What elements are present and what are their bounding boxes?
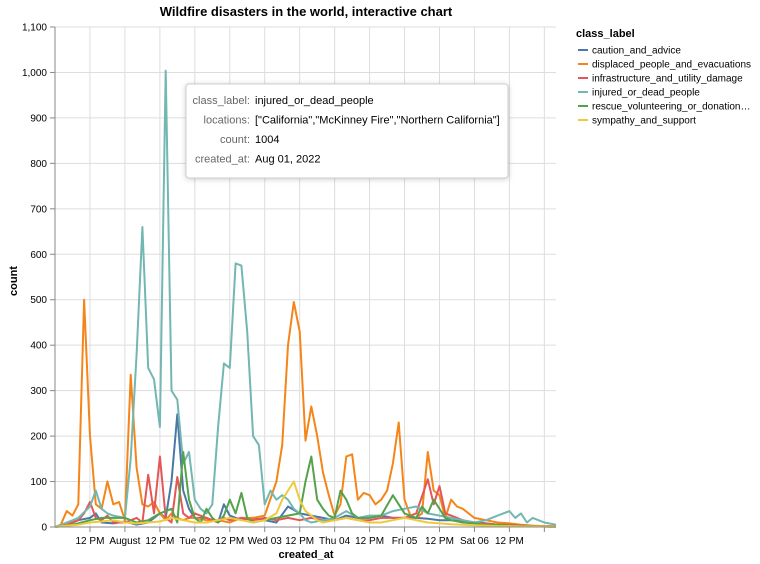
axes: 0 100 200 300 400 500 600 700 800 900 1,000 1,100 12… [22, 23, 556, 547]
x-tick-label: Tue 02 [179, 536, 210, 547]
y-tick-label: 300 [30, 386, 47, 397]
series-line-displaced-people-and-evacuations[interactable] [54, 298, 557, 528]
tooltip-key: created_at: [195, 154, 250, 166]
legend-label: displaced_people_and_evacuations [592, 60, 751, 71]
y-tick-label: 0 [41, 523, 47, 534]
tooltip-box [185, 83, 509, 179]
legend-title: class_label [576, 28, 635, 40]
y-tick-label: 800 [30, 159, 47, 170]
x-tick-label: Thu 04 [319, 536, 351, 547]
x-tick-label: Fri 05 [392, 536, 418, 547]
series-line-sympathy-and-support[interactable] [54, 480, 557, 528]
x-tick-label: 12 PM [425, 536, 454, 547]
legend-label: rescue_volunteering_or_donation… [592, 102, 750, 113]
legend-label: infrastructure_and_utility_damage [592, 74, 743, 85]
chart-title: Wildfire disasters in the world, interac… [160, 4, 453, 19]
x-tick-label: 12 PM [215, 536, 244, 547]
y-axis-title: count [8, 266, 20, 296]
legend-label: sympathy_and_support [592, 116, 696, 127]
x-tick-label: 12 PM [355, 536, 384, 547]
x-axis-title: created_at [278, 549, 333, 561]
tooltip-key: class_label: [193, 95, 250, 107]
y-tick-label: 700 [30, 204, 47, 215]
tooltip-key: locations: [204, 115, 250, 127]
tooltip-value: 1004 [255, 134, 279, 146]
x-tick-label: Wed 03 [248, 536, 283, 547]
series-lines[interactable] [54, 69, 557, 528]
tooltip-value: injured_or_dead_people [255, 95, 374, 107]
series-line-injured-or-dead-people[interactable] [54, 69, 557, 528]
legend: class_label caution_and_advice displaced_… [576, 28, 751, 127]
y-tick-label: 600 [30, 250, 47, 261]
x-tick-label: 12 PM [76, 536, 105, 547]
y-tick-label: 1,100 [22, 23, 47, 34]
y-tick-label: 1,000 [22, 68, 47, 79]
x-tick-label: 12 PM [145, 536, 174, 547]
x-tick-label: 12 PM [285, 536, 314, 547]
y-tick-label: 200 [30, 432, 47, 443]
legend-label: injured_or_dead_people [592, 88, 700, 99]
tooltip: class_label: injured_or_dead_peoplelocati… [185, 83, 509, 179]
x-tick-label: 12 PM [495, 536, 524, 547]
series-line-rescue-volunteering-or-donation[interactable] [54, 451, 557, 528]
x-tick-label: Sat 06 [460, 536, 489, 547]
tooltip-value: ["California","McKinney Fire","Northern … [255, 115, 500, 127]
legend-label: caution_and_advice [592, 46, 681, 57]
y-tick-label: 100 [30, 477, 47, 488]
y-tick-label: 900 [30, 113, 47, 124]
tooltip-key: count: [220, 134, 250, 146]
x-tick-label: August [109, 536, 140, 547]
y-tick-label: 500 [30, 295, 47, 306]
tooltip-value: Aug 01, 2022 [255, 154, 320, 166]
y-tick-label: 400 [30, 341, 47, 352]
